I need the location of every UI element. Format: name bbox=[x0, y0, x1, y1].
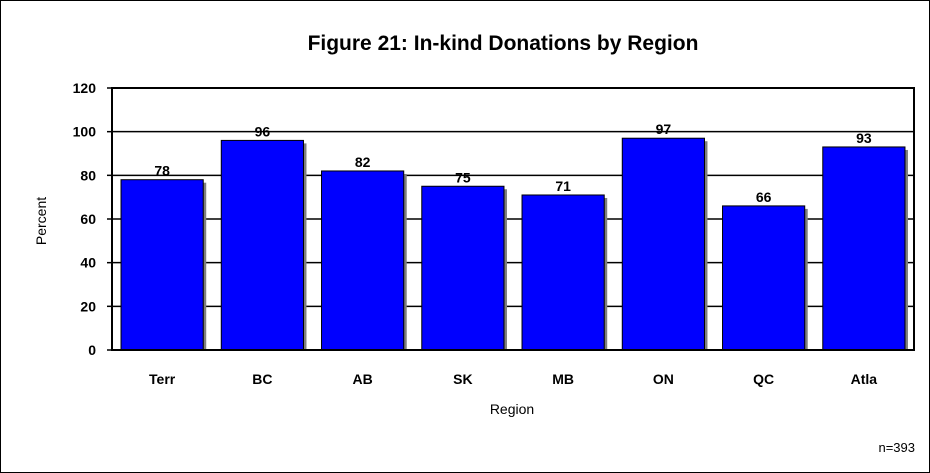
x-tick-label-3: SK bbox=[453, 371, 472, 387]
bar-on bbox=[622, 138, 704, 350]
y-tick-label-4: 80 bbox=[80, 167, 96, 183]
y-tick-labels: 0 20 40 60 80 100 120 bbox=[73, 80, 97, 358]
x-axis-label: Region bbox=[490, 401, 534, 417]
bar-mb bbox=[522, 195, 604, 350]
y-tick-label-6: 120 bbox=[73, 80, 97, 96]
data-label-4: 71 bbox=[555, 178, 571, 194]
data-label-6: 66 bbox=[756, 189, 772, 205]
bar-terr bbox=[121, 180, 203, 350]
chart-title: Figure 21: In-kind Donations by Region bbox=[308, 32, 699, 55]
y-tick-label-2: 40 bbox=[80, 255, 96, 271]
x-tick-label-0: Terr bbox=[149, 371, 176, 387]
data-label-7: 93 bbox=[856, 130, 872, 146]
data-label-0: 78 bbox=[154, 163, 170, 179]
bar-qc bbox=[723, 206, 805, 350]
y-tick-label-3: 60 bbox=[80, 211, 96, 227]
data-label-3: 75 bbox=[455, 169, 471, 185]
y-tick-label-1: 20 bbox=[80, 298, 96, 314]
x-tick-label-2: AB bbox=[353, 371, 373, 387]
y-tick-label-0: 0 bbox=[88, 342, 96, 358]
sample-size-note: n=393 bbox=[878, 440, 915, 455]
x-tick-label-5: ON bbox=[653, 371, 674, 387]
data-label-2: 82 bbox=[355, 154, 371, 170]
bar-sk bbox=[422, 186, 504, 350]
bars bbox=[121, 138, 908, 350]
bar-ab bbox=[322, 171, 404, 350]
data-label-1: 96 bbox=[255, 123, 271, 139]
x-tick-label-4: MB bbox=[552, 371, 574, 387]
data-label-5: 97 bbox=[656, 121, 672, 137]
y-tick-label-5: 100 bbox=[73, 124, 97, 140]
bar-bc bbox=[221, 140, 303, 350]
x-tick-labels: Terr BC AB SK MB ON QC Atla bbox=[149, 371, 877, 387]
x-tick-label-7: Atla bbox=[851, 371, 878, 387]
bar-atla bbox=[823, 147, 905, 350]
x-tick-label-6: QC bbox=[753, 371, 774, 387]
y-axis-label: Percent bbox=[33, 197, 49, 245]
x-tick-label-1: BC bbox=[252, 371, 272, 387]
